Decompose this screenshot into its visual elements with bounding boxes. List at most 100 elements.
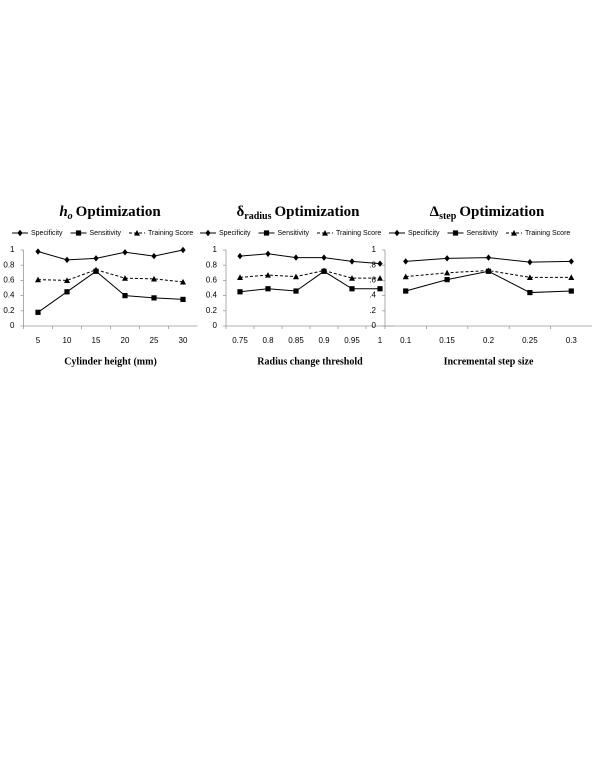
point [293,254,299,261]
point [293,288,299,294]
x-axis-label: Incremental step size [444,356,534,367]
point [293,273,299,280]
title-text: Optimization [275,204,361,220]
point [180,296,186,302]
series-line [405,270,572,294]
y-tick-label: 0.4 [206,291,218,300]
point [349,258,355,265]
point [444,269,451,276]
legend-marker [452,230,459,236]
point [237,289,243,295]
series-line [37,270,184,313]
x-tick-label: 30 [179,336,188,345]
point [122,249,128,256]
point [151,252,157,260]
x-tick-label: 0.8 [262,336,274,345]
legend-label: Sensitivity [278,230,310,237]
x-tick-label: 20 [121,336,130,345]
x-tick-label: 0.85 [288,336,304,345]
point [35,276,41,283]
point [527,258,533,266]
x-axis-label: Cylinder height (mm) [64,356,157,367]
point [444,277,450,283]
x-tick-label: 0.15 [439,336,455,345]
y-tick-label: 1 [213,245,218,254]
y-tick-label: 0.2 [206,306,218,315]
title-subscript: step [439,211,457,222]
x-tick-label: 10 [63,336,72,345]
x-tick-label: 5 [36,336,41,345]
point [64,256,70,264]
title-subscript: radius [244,211,271,222]
point [151,275,157,282]
title-symbol: δ [236,204,244,220]
y-tick-label: 0.6 [3,276,15,285]
series-line [37,269,184,283]
chart-title: ho Optimization [59,204,161,222]
x-tick-label: 25 [150,336,159,345]
x-tick-label: 0.1 [400,336,412,345]
y-tick-label: 0.8 [3,260,15,269]
point [402,273,409,280]
title-symbol: Δ [430,204,440,220]
point [527,289,533,296]
legend-marker [134,230,141,236]
point [568,288,574,294]
point [122,293,128,299]
point [568,258,574,265]
point [568,274,575,280]
legend-marker [394,229,400,237]
legend-label: Specificity [31,230,63,237]
legend-marker [322,230,329,236]
point [35,248,41,255]
point [377,275,383,281]
x-tick-label: 15 [92,336,101,345]
y-tick-label: 0 [213,321,218,330]
y-tick-label: 0.4 [3,291,15,300]
point [93,266,99,273]
point [349,275,355,281]
x-tick-label: 0.75 [232,336,248,345]
point [403,258,409,265]
y-tick-label: 0 [10,321,15,330]
legend-marker [511,230,518,236]
legend-label: Training Score [148,230,193,237]
point [180,246,186,254]
series-line [239,270,380,293]
y-tick-label: 0.6 [206,276,218,285]
legend-label: Training Score [336,230,381,237]
legend-marker [75,230,82,236]
point [265,286,271,292]
series-line [239,270,380,279]
y-tick-label: 0.8 [206,260,218,269]
point [444,255,450,262]
point [64,289,70,295]
point [265,250,271,257]
legend-label: Specificity [219,230,251,237]
series-line [239,253,381,265]
point [122,275,128,281]
y-tick-label: 0 [372,321,377,330]
x-tick-label: 0.2 [483,336,495,345]
title-text: Optimization [459,204,545,220]
x-tick-label: 0.25 [522,336,538,345]
point [526,274,533,280]
chart-title: Δstep Optimization [430,204,545,222]
chart-title: δradius Optimization [236,204,360,222]
series-line [37,249,184,261]
point [265,272,271,278]
legend-label: Sensitivity [90,230,122,237]
point [64,277,70,283]
y-tick-label: .2 [369,306,376,315]
legend-label: Specificity [408,230,440,237]
point [237,252,243,260]
x-axis-label: Radius change threshold [257,356,363,367]
point [237,274,243,280]
x-tick-label: 0.9 [318,336,330,345]
point [321,267,327,274]
point [349,286,355,292]
x-tick-label: 1 [378,336,383,345]
legend-label: Training Score [525,230,570,237]
y-tick-label: .4 [369,291,376,300]
